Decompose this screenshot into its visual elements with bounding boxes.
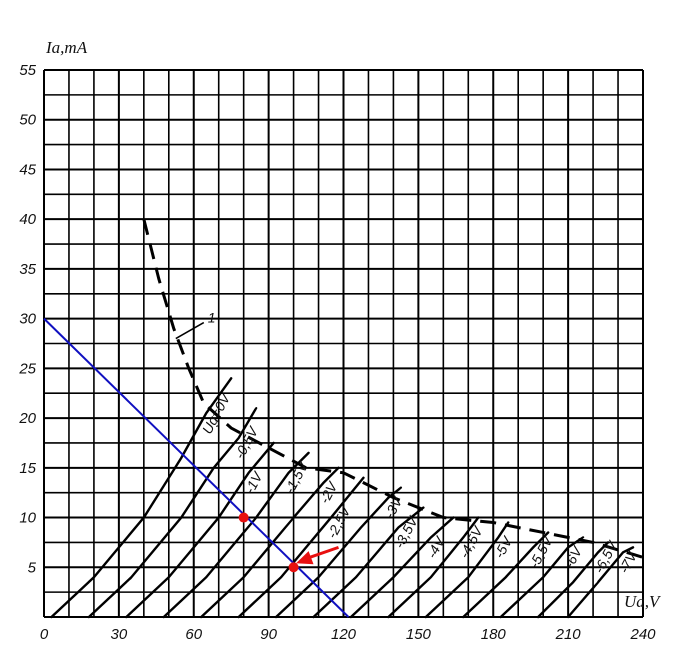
curve--2,5V [237,476,365,619]
curve-label-4: -2V [316,478,341,506]
operating-point-1 [288,562,299,573]
boundary-line [142,218,644,559]
x-tick-label: 60 [185,626,202,643]
y-tick-label: 10 [19,510,36,527]
curve--0,5V [87,406,258,619]
y-tick-label: 55 [19,62,36,79]
curve--4,5V [387,516,480,619]
x-tick-label: 0 [40,626,49,643]
operating-points [238,512,339,573]
curve-label-10: -5V [491,533,516,561]
y-tick-label: 15 [19,460,36,477]
grid [43,69,644,618]
operating-point-0 [238,512,249,523]
curve--3,5V [312,506,425,619]
curve-label-8: -4V [423,533,448,561]
curve--6,5V [536,541,610,619]
y-tick-label: 20 [18,410,36,427]
curve-Ug=0V [50,377,233,619]
y-tick-label: 35 [19,261,36,278]
y-tick-label: 25 [18,360,36,377]
x-tick-label: 180 [481,626,507,643]
x-tick-label: 150 [406,626,432,643]
y-tick-label: 45 [19,161,36,178]
curve-label-14: -7V [616,548,641,576]
y-axis-title: Ia,mA [45,38,88,57]
curve--6V [499,536,585,619]
curve--1,5V [162,451,310,619]
boundary-curve: 1 [142,218,644,559]
boundary-label: 1 [208,310,216,326]
tick-labels: 0 30 60 90 120 150 180 210 240510152025303540455… [18,38,662,643]
y-tick-label: 50 [19,112,36,129]
arrow-head [296,551,314,565]
characteristic-curves [50,377,635,619]
x-tick-label: 120 [331,626,357,643]
x-tick-label: 90 [260,626,277,643]
curve--5V [424,521,510,619]
y-tick-label: 40 [19,211,36,228]
x-axis-title: Ua,V [624,592,662,611]
curve--4V [349,516,455,619]
curve--2V [200,466,340,619]
boundary-leader [175,321,205,340]
x-tick-label: 30 [111,626,128,643]
y-tick-label: 5 [28,559,37,576]
x-tick-label: 210 [555,626,582,643]
curve--1V [125,441,275,619]
y-tick-label: 30 [19,311,36,328]
curve--5,5V [462,531,550,619]
x-tick-label: 240 [629,626,656,643]
curve--7V [566,546,635,619]
curve-label-0: Ug=0V [199,389,234,436]
